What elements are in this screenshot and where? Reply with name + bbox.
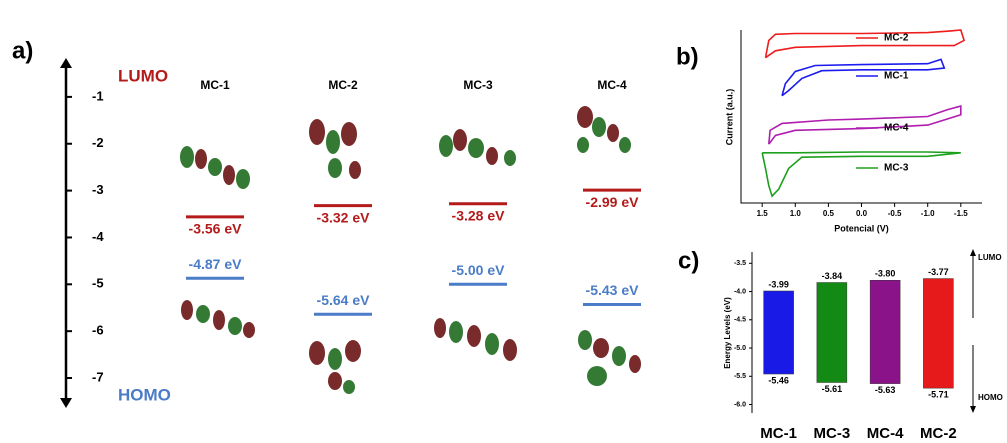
bar bbox=[923, 279, 953, 389]
value-label: -3.99 bbox=[768, 279, 789, 289]
y-tick-label: -6.0 bbox=[734, 401, 746, 408]
value-label: -5.61 bbox=[822, 384, 843, 394]
y-axis-label: Energy Levels (eV) bbox=[723, 297, 732, 369]
value-label: -3.80 bbox=[875, 269, 896, 279]
legend-label: MC-1 bbox=[884, 71, 909, 82]
legend-lumo: LUMO bbox=[978, 253, 1002, 262]
x-tick-label: 1.5 bbox=[757, 209, 769, 218]
y-tick-label: -4.0 bbox=[734, 288, 746, 295]
arrow-head bbox=[970, 406, 976, 413]
value-label: -5.46 bbox=[768, 375, 789, 385]
bar bbox=[817, 283, 847, 383]
legend-homo: HOMO bbox=[978, 393, 1003, 402]
x-tick-label: -1.0 bbox=[921, 209, 935, 218]
panel-label: b) bbox=[676, 43, 699, 70]
level-label: -3.32 eV bbox=[317, 209, 371, 225]
arrow-head bbox=[970, 249, 976, 256]
bar bbox=[870, 280, 900, 383]
axes bbox=[741, 30, 982, 203]
level-label: -3.28 eV bbox=[452, 207, 506, 223]
category-label: MC-3 bbox=[463, 78, 493, 92]
x-tick-label: 1.0 bbox=[790, 209, 802, 218]
level-label: -4.87 eV bbox=[189, 256, 243, 272]
category-label: MC-3 bbox=[814, 425, 851, 442]
legend-label: MC-3 bbox=[884, 163, 909, 174]
axis-arrow bbox=[60, 58, 72, 68]
panel-label: c) bbox=[678, 247, 699, 274]
level-label: -5.00 eV bbox=[452, 262, 506, 278]
legend-label: MC-2 bbox=[884, 33, 909, 44]
panel-label: a) bbox=[12, 37, 33, 64]
value-label: -3.77 bbox=[928, 267, 949, 277]
y-tick-label: -1 bbox=[92, 88, 104, 103]
figure: a) -1 -2 -3 -4 -5 -6 -7 LUMO HOMO MC-1 -3.56 eV -4.8… bbox=[0, 0, 1007, 443]
y-tick-label: -5.5 bbox=[734, 373, 746, 380]
value-label: -3.84 bbox=[822, 271, 843, 281]
legend-homo: HOMO bbox=[118, 385, 171, 404]
legend-lumo: LUMO bbox=[118, 66, 168, 85]
cv-curve bbox=[766, 30, 965, 58]
y-tick-label: -3 bbox=[92, 182, 104, 197]
value-label: -5.71 bbox=[928, 390, 949, 400]
x-tick-label: -0.5 bbox=[888, 209, 902, 218]
value-label: -5.63 bbox=[875, 385, 896, 395]
y-axis-label: Current (a.u.) bbox=[724, 89, 734, 146]
category-label: MC-1 bbox=[760, 425, 797, 442]
category-label: MC-2 bbox=[920, 425, 957, 442]
y-tick-label: -6 bbox=[92, 323, 104, 338]
level-label: -2.99 eV bbox=[586, 194, 640, 210]
legend-label: MC-4 bbox=[884, 123, 909, 134]
x-tick-label: -1.5 bbox=[954, 209, 968, 218]
cv-curve bbox=[769, 106, 961, 144]
category-label: MC-1 bbox=[200, 78, 230, 92]
y-tick-label: -2 bbox=[92, 135, 104, 150]
y-tick-label: -7 bbox=[92, 369, 104, 384]
cv-curve bbox=[782, 59, 944, 95]
level-label: -5.43 eV bbox=[586, 282, 640, 298]
axis-arrow bbox=[60, 398, 72, 408]
level-label: -3.56 eV bbox=[189, 221, 243, 237]
y-tick-label: -5.0 bbox=[734, 345, 746, 352]
y-tick-label: -5 bbox=[92, 276, 104, 291]
y-tick-label: -4.5 bbox=[734, 317, 746, 324]
category-label: MC-2 bbox=[328, 78, 358, 92]
category-label: MC-4 bbox=[597, 78, 627, 92]
cv-curve bbox=[762, 152, 961, 196]
category-label: MC-4 bbox=[867, 425, 904, 442]
molecule-decorations bbox=[180, 106, 641, 394]
level-label: -5.64 eV bbox=[317, 292, 371, 308]
x-axis-label: Potencial (V) bbox=[834, 223, 889, 233]
bar bbox=[764, 291, 794, 374]
y-tick-label: -3.5 bbox=[734, 260, 746, 267]
y-tick-label: -4 bbox=[92, 229, 104, 244]
x-tick-label: 0.0 bbox=[856, 209, 868, 218]
x-tick-label: 0.5 bbox=[823, 209, 835, 218]
